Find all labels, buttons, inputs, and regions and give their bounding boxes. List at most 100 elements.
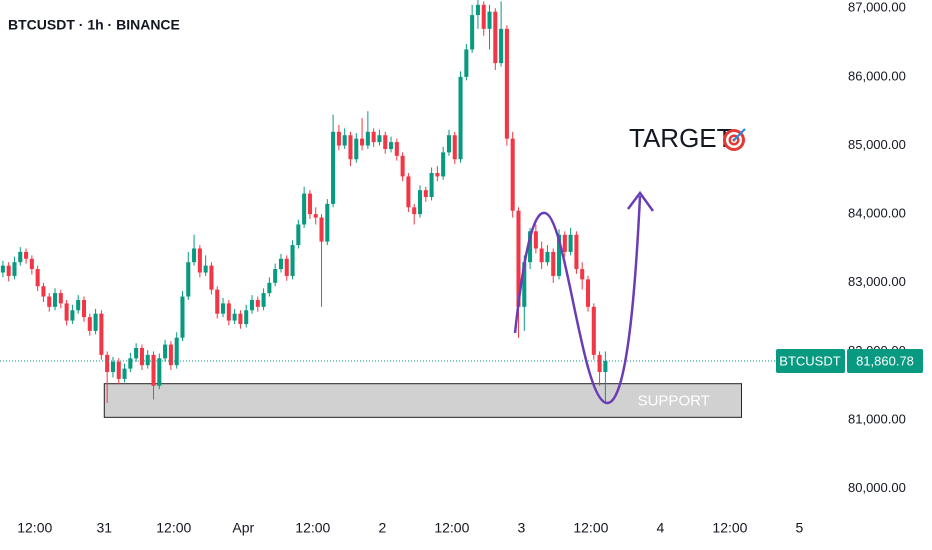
candle-body	[412, 207, 417, 215]
x-tick-label: 12:00	[295, 520, 330, 536]
candle-body	[122, 368, 127, 379]
candle-body	[47, 296, 52, 307]
candle-body	[232, 313, 237, 321]
candle-body	[209, 265, 214, 290]
candle-body	[545, 251, 550, 263]
candle-body	[64, 303, 69, 321]
candle-body	[244, 310, 249, 324]
candle-body	[134, 348, 139, 359]
candle-body	[81, 299, 87, 318]
candle-body	[203, 265, 208, 273]
candle-body	[93, 313, 98, 331]
candle-body	[342, 135, 347, 146]
candle-body	[464, 49, 469, 77]
x-tick-label: 12:00	[573, 520, 608, 536]
candle-body	[267, 282, 272, 294]
candle-body	[116, 361, 121, 379]
candle-body	[325, 203, 330, 242]
candle-body	[522, 262, 527, 307]
x-tick-label: 3	[517, 520, 525, 536]
price-tag	[847, 348, 923, 373]
y-tick-label: 87,000.00	[848, 0, 906, 15]
candle-body	[383, 135, 388, 149]
y-tick-label: 81,000.00	[848, 412, 906, 427]
support-label: SUPPORT	[638, 392, 710, 409]
candle-body	[70, 310, 75, 321]
candle-body	[307, 193, 312, 215]
candle-body	[151, 354, 156, 386]
candle-body	[255, 299, 260, 307]
candle-body	[475, 4, 480, 16]
candle-body	[360, 138, 365, 146]
candle-body	[441, 152, 446, 177]
x-tick-label: 4	[657, 520, 665, 536]
candle-body	[336, 131, 341, 146]
candle-body	[192, 248, 197, 263]
candle-body	[504, 28, 509, 139]
candle-body	[446, 135, 451, 153]
candle-body	[603, 360, 608, 373]
candle-body	[568, 234, 573, 252]
x-tick-label: 12:00	[712, 520, 747, 536]
candle-body	[186, 262, 191, 297]
candle-body	[249, 299, 255, 311]
candle-body	[348, 135, 353, 160]
candle-body	[470, 15, 475, 50]
support-zone	[103, 383, 743, 418]
candle-body	[278, 258, 283, 270]
candle-body	[76, 299, 81, 311]
candle-body	[163, 344, 168, 359]
candle-body	[284, 258, 289, 276]
candle-body	[24, 251, 29, 259]
candle-body	[238, 313, 243, 324]
y-tick-label: 84,000.00	[848, 206, 906, 221]
candle-body	[99, 313, 104, 355]
candle-body	[400, 155, 405, 177]
candle-body	[296, 224, 301, 246]
candle-body	[371, 131, 376, 143]
candle-body	[41, 286, 46, 297]
candle-body	[528, 231, 533, 263]
y-tick-label: 83,000.00	[848, 274, 906, 289]
candle-body	[435, 172, 440, 177]
candle-body	[145, 354, 150, 366]
candle-body	[423, 190, 428, 197]
candle-body	[597, 354, 602, 373]
candle-body	[313, 214, 318, 218]
y-tick-label: 85,000.00	[848, 137, 906, 152]
candle-body	[226, 303, 231, 321]
candle-body	[6, 265, 11, 276]
x-tick-label: 31	[96, 520, 112, 536]
candle-body	[174, 337, 179, 366]
candle-body	[551, 251, 556, 276]
candle-body	[580, 269, 585, 280]
candle-body	[389, 142, 394, 149]
candle-body	[452, 135, 457, 160]
candle-body	[128, 358, 133, 369]
chart-title: BTCUSDT · 1h · BINANCE	[8, 17, 180, 33]
candle-body	[394, 142, 399, 156]
candle-body	[221, 303, 226, 314]
x-tick-label: Apr	[232, 520, 254, 536]
candle-body	[215, 289, 220, 314]
candle-body	[499, 28, 504, 64]
candle-body	[331, 131, 336, 204]
candle-body	[493, 11, 498, 64]
target-label: TARGET	[629, 123, 733, 153]
y-tick-label: 80,000.00	[848, 480, 906, 495]
symbol-tag-label: BTCUSDT	[779, 353, 840, 368]
plot: SUPPORT80,000.0081,000.0082,000.0083,000…	[0, 0, 923, 536]
candle-body	[110, 361, 115, 373]
candle-body	[105, 354, 110, 373]
candle-body	[585, 279, 591, 307]
candle-body	[0, 265, 5, 273]
price-tag-label: 81,860.78	[856, 353, 914, 368]
target-icon	[723, 128, 746, 151]
candle-body	[562, 234, 567, 252]
candle-body	[139, 348, 144, 366]
candle-body	[180, 296, 185, 338]
candle-body	[533, 231, 538, 249]
projection-arrow	[627, 190, 655, 212]
candle-body	[417, 190, 423, 215]
x-tick-label: 5	[796, 520, 804, 536]
